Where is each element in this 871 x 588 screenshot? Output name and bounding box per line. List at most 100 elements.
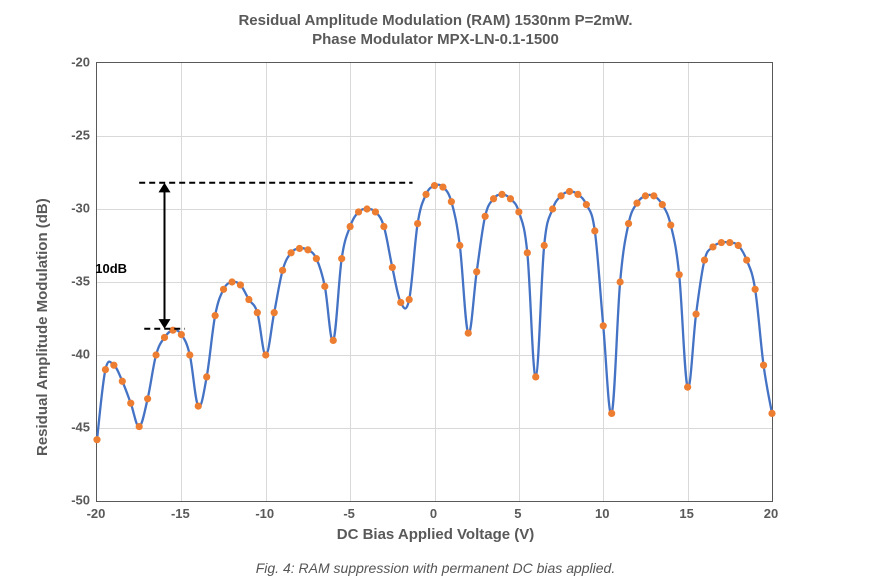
data-marker <box>574 191 581 198</box>
data-marker <box>102 366 109 373</box>
data-marker <box>633 200 640 207</box>
y-tick-label: -30 <box>58 201 90 216</box>
data-marker <box>549 205 556 212</box>
data-marker <box>237 281 244 288</box>
data-marker <box>347 223 354 230</box>
data-marker <box>667 221 674 228</box>
figure-caption: Fig. 4: RAM suppression with permanent D… <box>0 560 871 576</box>
x-tick-label: -15 <box>171 506 190 521</box>
data-marker <box>304 246 311 253</box>
y-tick-label: -35 <box>58 274 90 289</box>
data-marker <box>338 255 345 262</box>
data-marker <box>524 249 531 256</box>
data-marker <box>195 403 202 410</box>
data-marker <box>287 249 294 256</box>
data-marker <box>600 322 607 329</box>
data-marker <box>448 198 455 205</box>
data-marker <box>203 373 210 380</box>
annotation-label: 10dB <box>95 261 127 276</box>
data-marker <box>279 267 286 274</box>
data-marker <box>507 195 514 202</box>
data-marker <box>228 278 235 285</box>
data-marker <box>431 182 438 189</box>
data-marker <box>372 208 379 215</box>
data-marker <box>178 331 185 338</box>
data-marker <box>313 255 320 262</box>
data-marker <box>389 264 396 271</box>
data-marker <box>490 195 497 202</box>
data-marker <box>541 242 548 249</box>
x-tick-label: 5 <box>514 506 521 521</box>
data-marker <box>709 243 716 250</box>
data-marker <box>659 201 666 208</box>
data-marker <box>456 242 463 249</box>
data-marker <box>422 191 429 198</box>
data-marker <box>144 395 151 402</box>
data-marker <box>271 309 278 316</box>
x-tick-label: -5 <box>343 506 355 521</box>
data-marker <box>532 373 539 380</box>
data-marker <box>684 384 691 391</box>
data-marker <box>220 286 227 293</box>
data-marker <box>212 312 219 319</box>
data-marker <box>650 192 657 199</box>
data-marker <box>93 436 100 443</box>
figure: Residual Amplitude Modulation (RAM) 1530… <box>0 0 871 588</box>
data-marker <box>557 192 564 199</box>
data-marker <box>321 283 328 290</box>
data-marker <box>254 309 261 316</box>
data-marker <box>169 327 176 334</box>
data-marker <box>355 208 362 215</box>
data-marker <box>591 227 598 234</box>
data-marker <box>743 257 750 264</box>
data-marker <box>760 362 767 369</box>
data-marker <box>701 257 708 264</box>
data-marker <box>692 311 699 318</box>
data-marker <box>161 334 168 341</box>
data-marker <box>397 299 404 306</box>
data-marker <box>473 268 480 275</box>
data-marker <box>136 423 143 430</box>
annotation-arrow-head <box>159 319 171 329</box>
data-marker <box>465 330 472 337</box>
x-tick-label: -10 <box>255 506 274 521</box>
data-marker <box>482 213 489 220</box>
data-marker <box>566 188 573 195</box>
data-marker <box>583 201 590 208</box>
data-marker <box>262 351 269 358</box>
y-tick-label: -45 <box>58 420 90 435</box>
data-marker <box>625 220 632 227</box>
data-marker <box>406 296 413 303</box>
data-marker <box>726 239 733 246</box>
data-marker <box>515 208 522 215</box>
data-marker <box>608 410 615 417</box>
x-tick-label: -20 <box>87 506 106 521</box>
y-tick-label: -40 <box>58 347 90 362</box>
data-marker <box>127 400 134 407</box>
data-marker <box>296 245 303 252</box>
x-tick-label: 15 <box>679 506 693 521</box>
chart-title-line2: Phase Modulator MPX-LN-0.1-1500 <box>0 31 871 48</box>
y-tick-label: -20 <box>58 55 90 70</box>
y-tick-label: -50 <box>58 493 90 508</box>
data-marker <box>718 239 725 246</box>
data-marker <box>439 184 446 191</box>
data-marker <box>245 296 252 303</box>
x-tick-label: 0 <box>430 506 437 521</box>
data-marker <box>380 223 387 230</box>
y-tick-label: -25 <box>58 128 90 143</box>
data-marker <box>414 220 421 227</box>
data-marker <box>642 192 649 199</box>
data-marker <box>152 351 159 358</box>
x-tick-label: 10 <box>595 506 609 521</box>
data-marker <box>186 351 193 358</box>
data-marker <box>330 337 337 344</box>
data-marker <box>119 378 126 385</box>
data-marker <box>676 271 683 278</box>
annotation-arrow-head <box>159 183 171 193</box>
x-tick-label: 20 <box>764 506 778 521</box>
data-marker <box>768 410 775 417</box>
data-marker <box>498 191 505 198</box>
plot-area <box>96 62 773 502</box>
data-marker <box>617 278 624 285</box>
